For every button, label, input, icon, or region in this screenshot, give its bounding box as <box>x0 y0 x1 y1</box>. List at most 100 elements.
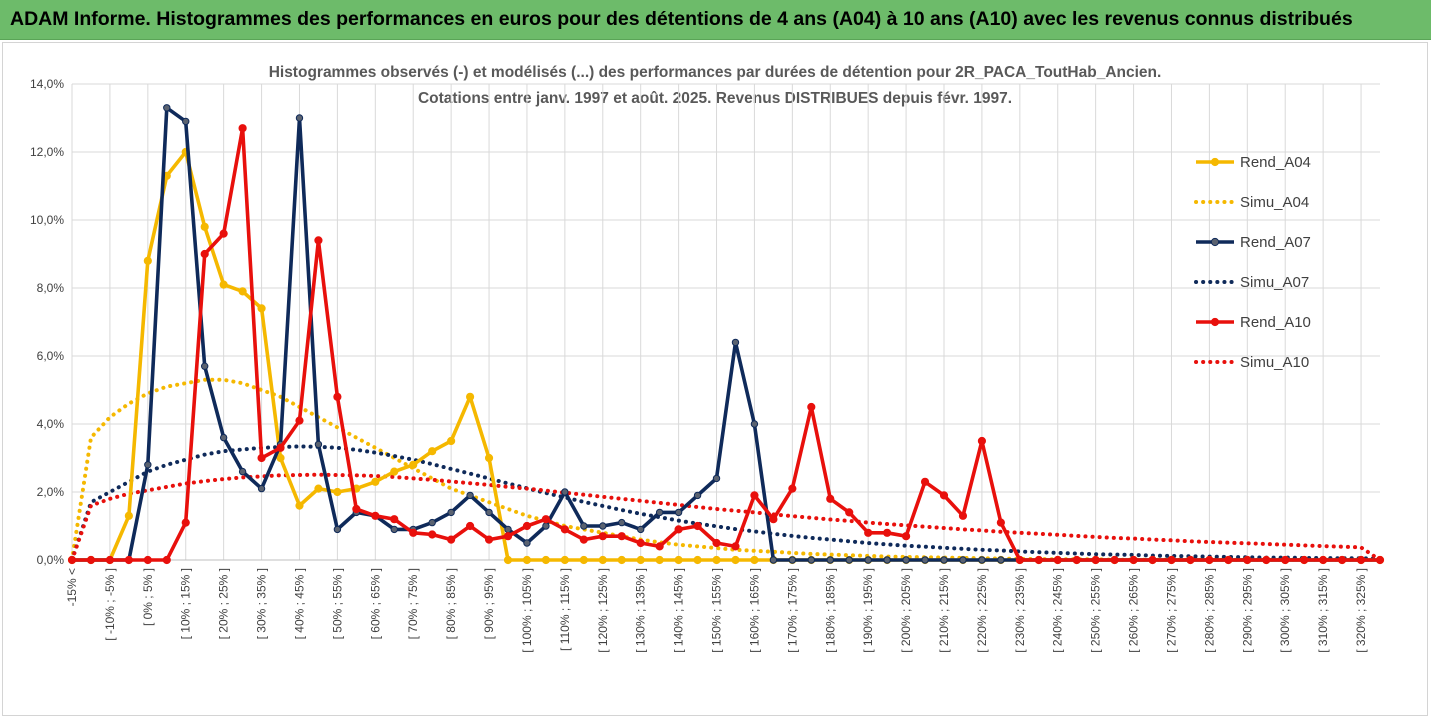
x-tick-label: [ 300% ; 305% ] <box>1278 568 1292 653</box>
data-point <box>807 402 816 412</box>
data-point <box>655 555 664 565</box>
x-tick-label: [ 0% ; 5% ] <box>141 568 155 626</box>
data-point <box>712 538 721 548</box>
data-point <box>1091 555 1100 565</box>
data-point <box>674 555 683 565</box>
data-point <box>636 555 645 565</box>
data-point <box>333 487 342 497</box>
data-point <box>921 556 929 564</box>
data-point <box>731 542 740 551</box>
series-line <box>70 377 1382 562</box>
data-point <box>1072 555 1081 565</box>
legend-label: Simu_A10 <box>1240 354 1309 371</box>
x-tick-label: [ 50% ; 55% ] <box>330 568 344 639</box>
data-point <box>579 555 588 565</box>
data-point <box>1281 555 1290 565</box>
data-point <box>295 416 304 425</box>
data-point <box>484 453 494 463</box>
x-tick-label: [ 100% ; 105% ] <box>520 568 534 653</box>
data-point <box>219 433 228 442</box>
data-point <box>390 467 399 476</box>
series-Rend_A10 <box>67 124 1385 565</box>
data-point <box>864 528 873 537</box>
y-tick-label: 6,0% <box>37 349 65 363</box>
data-point <box>390 525 398 534</box>
data-point <box>674 508 683 517</box>
data-point <box>959 556 967 564</box>
data-point <box>1167 555 1176 565</box>
x-tick-label: [ 90% ; 95% ] <box>482 568 496 639</box>
data-point <box>580 522 588 530</box>
data-point <box>617 532 626 541</box>
data-point <box>238 467 247 476</box>
data-point <box>333 392 342 401</box>
data-point <box>845 556 853 564</box>
data-point <box>902 556 910 564</box>
x-tick-label: [ 210% ; 215% ] <box>937 568 951 653</box>
data-point <box>864 556 872 564</box>
data-point <box>541 515 551 524</box>
data-point <box>1148 555 1157 565</box>
data-point <box>1262 555 1271 565</box>
data-point <box>693 521 702 531</box>
data-point <box>750 555 759 565</box>
x-tick-label: [ 60% ; 65% ] <box>368 568 382 639</box>
data-point <box>997 556 1005 564</box>
data-point <box>257 304 266 313</box>
data-point <box>484 535 494 544</box>
data-point <box>219 229 228 238</box>
data-point <box>428 447 437 456</box>
x-tick-label: [ 130% ; 135% ] <box>634 568 648 653</box>
data-point <box>485 508 493 517</box>
data-point <box>314 484 323 493</box>
data-point <box>655 508 664 517</box>
data-point <box>541 555 551 565</box>
data-point <box>181 518 190 527</box>
data-point <box>655 542 664 551</box>
y-tick-label: 8,0% <box>37 281 65 295</box>
x-tick-label: -15% < <box>65 568 79 606</box>
data-point <box>86 555 96 565</box>
x-tick-label: [ 190% ; 195% ] <box>861 568 875 653</box>
data-point <box>523 539 531 547</box>
chart-frame <box>2 42 1428 716</box>
data-point <box>1015 555 1024 565</box>
legend-entry: Rend_A10 <box>1196 314 1311 331</box>
data-point <box>124 511 133 520</box>
data-point <box>447 436 456 446</box>
legend-label: Rend_A10 <box>1240 314 1311 331</box>
data-point <box>978 556 986 564</box>
data-point <box>731 338 740 347</box>
x-tick-label: [ 80% ; 85% ] <box>444 568 458 639</box>
data-point <box>67 555 77 565</box>
data-point <box>276 453 285 463</box>
data-point <box>447 535 456 544</box>
x-tick-label: [ 320% ; 325% ] <box>1354 568 1368 653</box>
chart-title: Histogrammes observés (-) et modélisés (… <box>269 64 1162 81</box>
x-tick-label: [ 30% ; 35% ] <box>255 568 269 639</box>
series-line <box>70 472 1382 562</box>
data-point <box>504 525 512 534</box>
data-point <box>257 453 266 463</box>
data-point <box>636 525 645 534</box>
data-point <box>314 236 323 245</box>
data-point <box>1375 555 1385 565</box>
data-point <box>712 474 721 483</box>
data-point <box>1356 555 1366 565</box>
data-point <box>333 525 342 534</box>
data-point <box>163 104 171 112</box>
data-point <box>920 477 930 486</box>
data-point <box>977 436 987 446</box>
data-point <box>200 222 209 231</box>
data-point <box>788 556 797 564</box>
x-tick-label: [ 230% ; 235% ] <box>1013 568 1027 653</box>
data-point <box>143 256 152 265</box>
report-title-banner: ADAM Informe. Histogrammes des performan… <box>0 0 1431 40</box>
data-point <box>788 484 797 493</box>
data-point <box>1337 555 1347 565</box>
data-point <box>958 511 968 520</box>
y-tick-label: 12,0% <box>30 145 64 159</box>
series-Simu_A07 <box>70 444 1382 562</box>
series-line <box>70 444 1382 562</box>
